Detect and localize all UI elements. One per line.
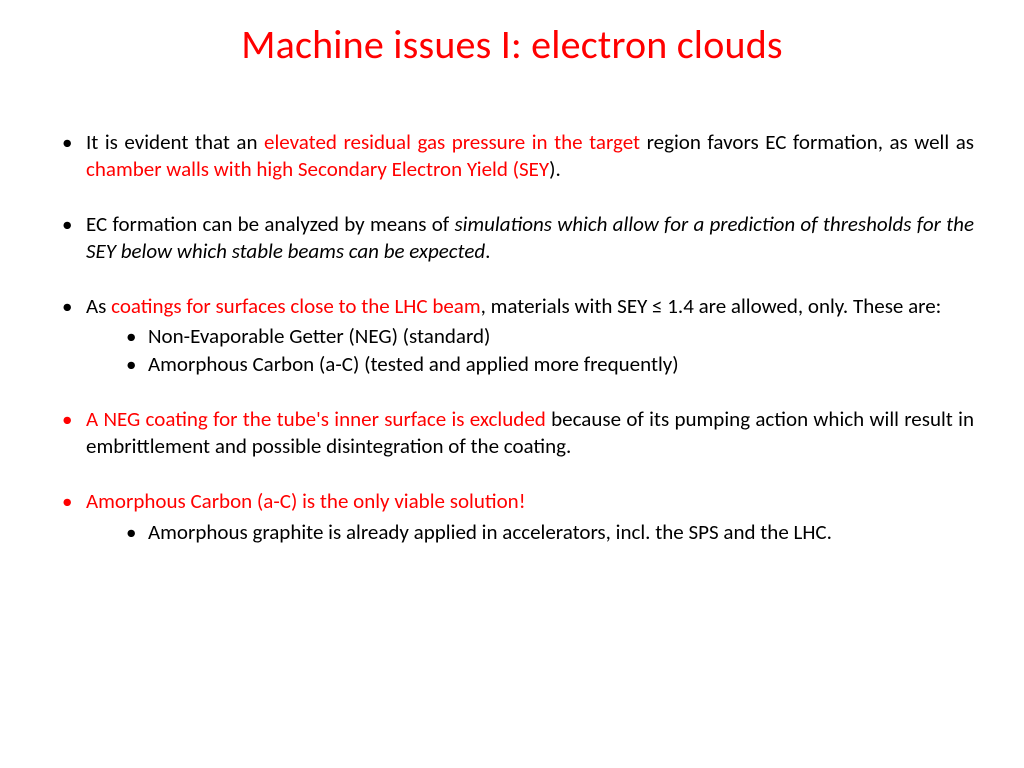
text: , materials with SEY ≤ 1.4 are allowed, …	[481, 293, 942, 319]
bullet-2: EC formation can be analyzed by means of…	[50, 211, 974, 265]
sub-list: Non-Evaporable Getter (NEG) (standard) A…	[86, 323, 974, 378]
slide: Machine issues I: electron clouds It is …	[0, 0, 1024, 768]
text-highlight: elevated residual gas pressure in the ta…	[264, 129, 640, 155]
bullet-1: It is evident that an elevated residual …	[50, 129, 974, 183]
text: ).	[549, 156, 561, 182]
text: !	[519, 488, 526, 514]
text: It is evident that an	[86, 129, 264, 155]
text-highlight: A NEG coating for the tube's inner surfa…	[86, 406, 546, 432]
text: .	[485, 238, 490, 264]
bullet-3: As coatings for surfaces close to the LH…	[50, 293, 974, 378]
bullet-5: Amorphous Carbon (a-C) is the only viabl…	[50, 488, 974, 546]
text: As	[86, 293, 111, 319]
text-highlight: coatings for surfaces close to the LHC b…	[111, 293, 481, 319]
sub-bullet: Amorphous graphite is already applied in…	[122, 519, 974, 546]
sub-list: Amorphous graphite is already applied in…	[86, 519, 974, 546]
slide-title: Machine issues I: electron clouds	[50, 20, 974, 69]
text-highlight: Amorphous Carbon (a-C) is the only viabl…	[86, 488, 519, 514]
text: EC formation can be analyzed by means of	[86, 211, 455, 237]
sub-bullet: Non-Evaporable Getter (NEG) (standard)	[122, 323, 974, 350]
text: region favors EC formation, as well as	[640, 129, 974, 155]
bullet-4: A NEG coating for the tube's inner surfa…	[50, 406, 974, 460]
sub-bullet: Amorphous Carbon (a-C) (tested and appli…	[122, 351, 974, 378]
bullet-list: It is evident that an elevated residual …	[50, 129, 974, 546]
text-highlight: chamber walls with high Secondary Electr…	[86, 156, 549, 182]
